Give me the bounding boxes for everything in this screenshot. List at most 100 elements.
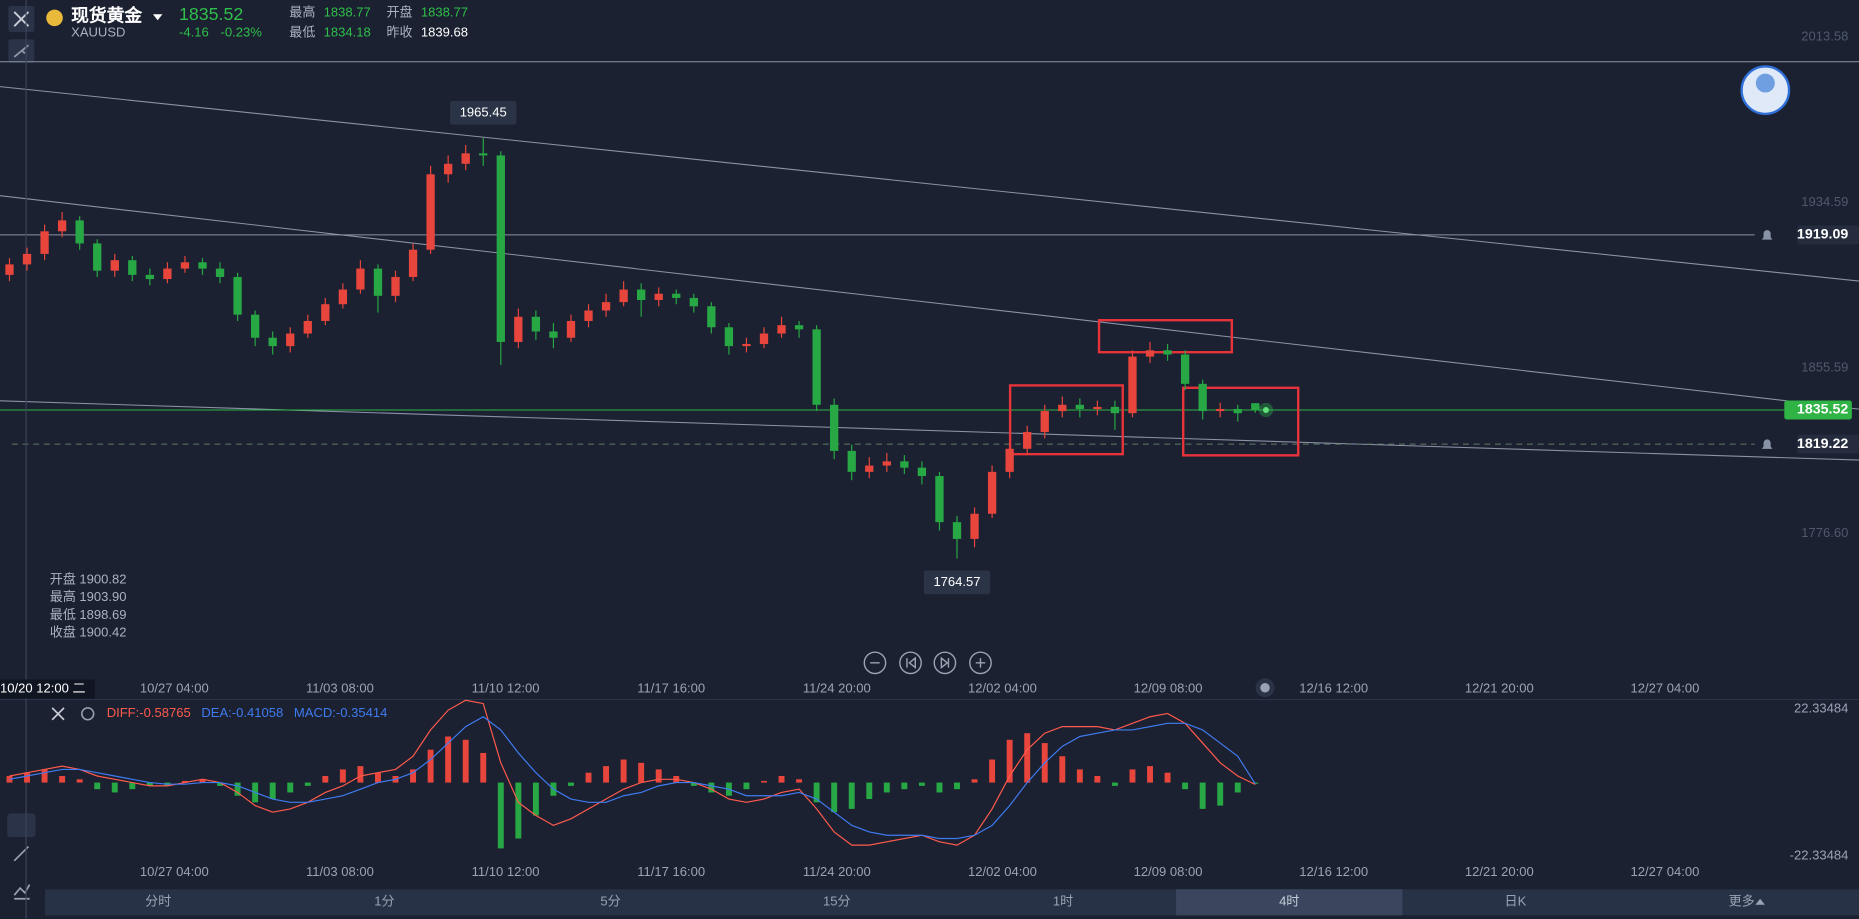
ohlc-value: 1900.82 xyxy=(79,571,126,586)
y-tick-label: 1855.59 xyxy=(1801,359,1848,374)
candle-body xyxy=(1093,406,1102,409)
candle-body xyxy=(391,276,400,296)
ohlc-label: 最高 xyxy=(50,589,76,604)
candle-body xyxy=(865,465,874,472)
macd-bar xyxy=(638,762,645,783)
tab-label[interactable]: 15分 xyxy=(823,894,851,909)
macd-bar xyxy=(427,749,434,783)
macd-bar xyxy=(304,782,311,786)
candle-body xyxy=(601,302,611,311)
candle-body xyxy=(882,461,891,466)
extreme-label-box xyxy=(450,100,517,125)
macd-bar xyxy=(287,782,294,793)
candle-body xyxy=(637,289,646,301)
price-change-pct: -0.23% xyxy=(221,25,263,40)
price-line-label: 1819.22 xyxy=(1797,436,1848,452)
macd-bar xyxy=(813,782,820,803)
macd-close-button[interactable] xyxy=(51,707,65,721)
more-arrow[interactable] xyxy=(1755,898,1765,905)
dropdown-arrow[interactable] xyxy=(152,14,163,21)
legend-entry: MACD:-0.35414 xyxy=(294,705,387,720)
candle-body xyxy=(496,155,505,342)
candle-body xyxy=(777,325,786,334)
macd-bar xyxy=(743,782,750,790)
tab-label[interactable]: 日K xyxy=(1505,894,1527,909)
candle-body xyxy=(233,276,242,315)
candle-body xyxy=(812,329,821,405)
tab-label[interactable]: 5分 xyxy=(600,894,620,909)
candle-body xyxy=(830,404,839,451)
trend-line xyxy=(0,86,1859,282)
macd-bar xyxy=(269,782,276,800)
alert-bell[interactable] xyxy=(1761,439,1773,449)
candle-body xyxy=(952,522,962,539)
candle-body xyxy=(286,333,295,347)
tab[interactable] xyxy=(1176,889,1403,916)
macd-bar xyxy=(690,782,697,786)
macd-bar xyxy=(181,780,188,783)
x-tick-label: 11/24 20:00 xyxy=(803,864,871,879)
price-line-tag xyxy=(1784,400,1852,420)
candle-body xyxy=(1058,404,1067,412)
zoom-out-button[interactable] xyxy=(863,651,887,675)
candle-body xyxy=(40,231,49,254)
candle-body xyxy=(268,337,277,347)
stat-value: 1839.68 xyxy=(421,25,468,40)
tab-label[interactable]: 更多 xyxy=(1729,894,1755,909)
tab-label[interactable]: 分时 xyxy=(145,894,171,909)
candle-body xyxy=(759,333,769,345)
legend-entry: DIFF:-0.58765 xyxy=(107,705,191,720)
macd-bar xyxy=(375,772,381,783)
price-line-tag xyxy=(1797,225,1859,245)
price-line-label: 1919.09 xyxy=(1797,227,1848,243)
indicator-tool[interactable] xyxy=(7,813,36,838)
macd-bar xyxy=(761,780,767,783)
candle-body xyxy=(584,310,593,321)
stat-label: 最高 xyxy=(289,5,315,20)
alert-bell[interactable] xyxy=(1761,230,1773,240)
scroll-start-button[interactable] xyxy=(899,651,922,675)
ohlc-label: 开盘 xyxy=(50,571,76,586)
zoom-in-button[interactable] xyxy=(969,651,992,675)
candle-body xyxy=(566,320,576,338)
x-tick-label: 10/27 04:00 xyxy=(140,864,209,879)
candle-body xyxy=(1163,350,1172,355)
x-tick-label: 11/17 16:00 xyxy=(637,864,705,879)
macd-bar xyxy=(1076,769,1083,783)
tab-bar xyxy=(45,889,1859,916)
macd-bar xyxy=(1147,766,1153,783)
macd-bar xyxy=(989,759,996,783)
zoom-icons xyxy=(870,656,986,670)
x-tick-label: 11/03 08:00 xyxy=(306,864,374,879)
x-tick-label: 12/27 04:00 xyxy=(1630,680,1699,695)
instrument-name[interactable]: 现货黄金 xyxy=(71,4,142,25)
candle-body xyxy=(1251,403,1260,410)
x-tick-label: 11/10 12:00 xyxy=(472,864,540,879)
tab-label[interactable]: 1分 xyxy=(374,894,394,909)
x-tick-label: 11/24 20:00 xyxy=(803,680,871,695)
macd-settings-button[interactable] xyxy=(81,707,95,721)
macd-bar xyxy=(497,782,504,849)
tab-label[interactable]: 4时 xyxy=(1279,894,1299,909)
candle-body xyxy=(742,344,751,347)
macd-bar xyxy=(410,769,417,783)
candle-body xyxy=(1198,383,1207,412)
macd-bar xyxy=(322,775,329,783)
scroll-end-button[interactable] xyxy=(933,651,957,675)
candle-body xyxy=(1110,406,1120,414)
x-tick-label: 12/21 20:00 xyxy=(1465,864,1534,879)
candle-body xyxy=(619,289,628,303)
ohlc-value: 1900.42 xyxy=(79,625,126,640)
candle-body xyxy=(479,153,488,156)
candle-body xyxy=(1075,404,1084,409)
macd-bar xyxy=(1024,733,1031,783)
macd-bar xyxy=(603,766,610,783)
macd-bar xyxy=(1059,756,1066,783)
macd-bar xyxy=(129,782,136,790)
tab-label[interactable]: 1时 xyxy=(1053,894,1073,909)
candle-body xyxy=(180,262,190,269)
candle-body xyxy=(1023,432,1032,449)
candle-body xyxy=(338,289,348,305)
